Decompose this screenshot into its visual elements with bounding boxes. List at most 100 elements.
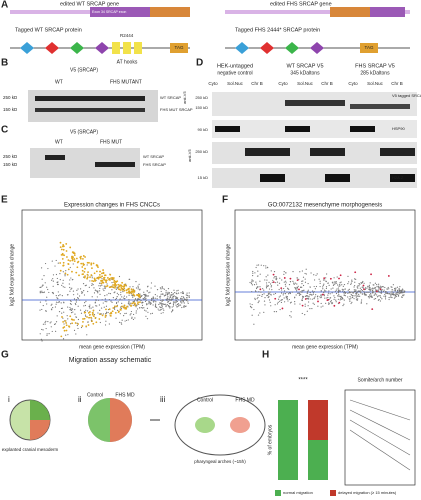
texture [86, 316, 88, 318]
texture [268, 281, 270, 283]
texture [91, 320, 93, 323]
texture [299, 271, 301, 273]
texture [390, 293, 392, 295]
texture [376, 286, 378, 288]
texture [99, 276, 102, 279]
texture [88, 307, 91, 309]
texture [156, 295, 158, 297]
texture [132, 313, 135, 316]
texture [313, 297, 315, 300]
texture [72, 294, 75, 296]
texture [87, 321, 89, 323]
texture [149, 291, 151, 293]
texture [310, 272, 312, 274]
texture [301, 295, 304, 297]
texture [371, 291, 374, 293]
texture [181, 299, 183, 301]
texture [117, 283, 120, 286]
texture [337, 284, 339, 286]
texture [162, 312, 164, 314]
texture [136, 294, 138, 296]
texture [170, 296, 172, 298]
texture [132, 296, 134, 298]
texture [357, 285, 359, 287]
texture [98, 290, 101, 292]
texture [128, 290, 130, 293]
texture [291, 291, 293, 293]
texture [252, 270, 254, 273]
texture [128, 278, 130, 280]
texture [88, 286, 90, 288]
texture [95, 264, 98, 266]
texture [278, 296, 280, 298]
panel-letter: E [1, 195, 8, 206]
texture [257, 301, 259, 304]
texture [156, 298, 158, 300]
texture [179, 304, 182, 306]
texture [251, 307, 253, 309]
texture [104, 316, 107, 318]
texture [73, 254, 76, 257]
texture [71, 287, 73, 289]
texture [298, 278, 300, 280]
texture [295, 287, 297, 289]
label: delayed migration (≥ 15 minutes) [338, 490, 397, 495]
texture [320, 294, 322, 296]
texture [101, 299, 103, 301]
texture [329, 297, 331, 299]
panel-letter: F [222, 195, 228, 206]
texture [316, 273, 318, 275]
texture [104, 298, 106, 300]
panel-letter: B [1, 58, 8, 69]
texture [40, 267, 43, 269]
texture [276, 281, 279, 283]
texture [285, 282, 287, 284]
texture [132, 286, 134, 288]
texture [128, 301, 130, 303]
texture [385, 295, 387, 297]
texture [376, 294, 378, 296]
label: **** [298, 378, 308, 384]
texture [392, 284, 394, 286]
texture [114, 285, 117, 288]
texture [352, 291, 355, 293]
texture [69, 290, 71, 292]
texture [273, 311, 275, 313]
texture [270, 270, 272, 272]
texture [312, 293, 314, 296]
texture [321, 293, 324, 296]
texture [311, 298, 313, 300]
texture [278, 282, 281, 284]
texture [351, 279, 353, 281]
texture [341, 284, 343, 286]
texture [399, 291, 401, 293]
texture [101, 278, 103, 280]
texture [398, 293, 400, 295]
texture [276, 303, 279, 305]
texture [111, 301, 113, 303]
texture [51, 279, 53, 281]
texture [143, 307, 145, 309]
texture [369, 289, 371, 291]
texture [97, 299, 100, 301]
texture [83, 311, 86, 314]
texture [123, 295, 125, 297]
texture [176, 297, 178, 300]
texture [94, 302, 96, 304]
texture [287, 287, 289, 289]
texture [169, 298, 171, 300]
texture [73, 298, 76, 300]
texture [98, 273, 101, 276]
texture [297, 292, 299, 294]
texture [79, 288, 82, 290]
texture [340, 295, 342, 298]
texture [146, 304, 148, 306]
texture [122, 291, 124, 293]
texture [281, 307, 284, 310]
texture [96, 277, 98, 280]
texture [73, 252, 76, 255]
texture [71, 255, 73, 258]
texture [132, 293, 135, 296]
texture [386, 288, 388, 290]
texture [113, 281, 115, 284]
